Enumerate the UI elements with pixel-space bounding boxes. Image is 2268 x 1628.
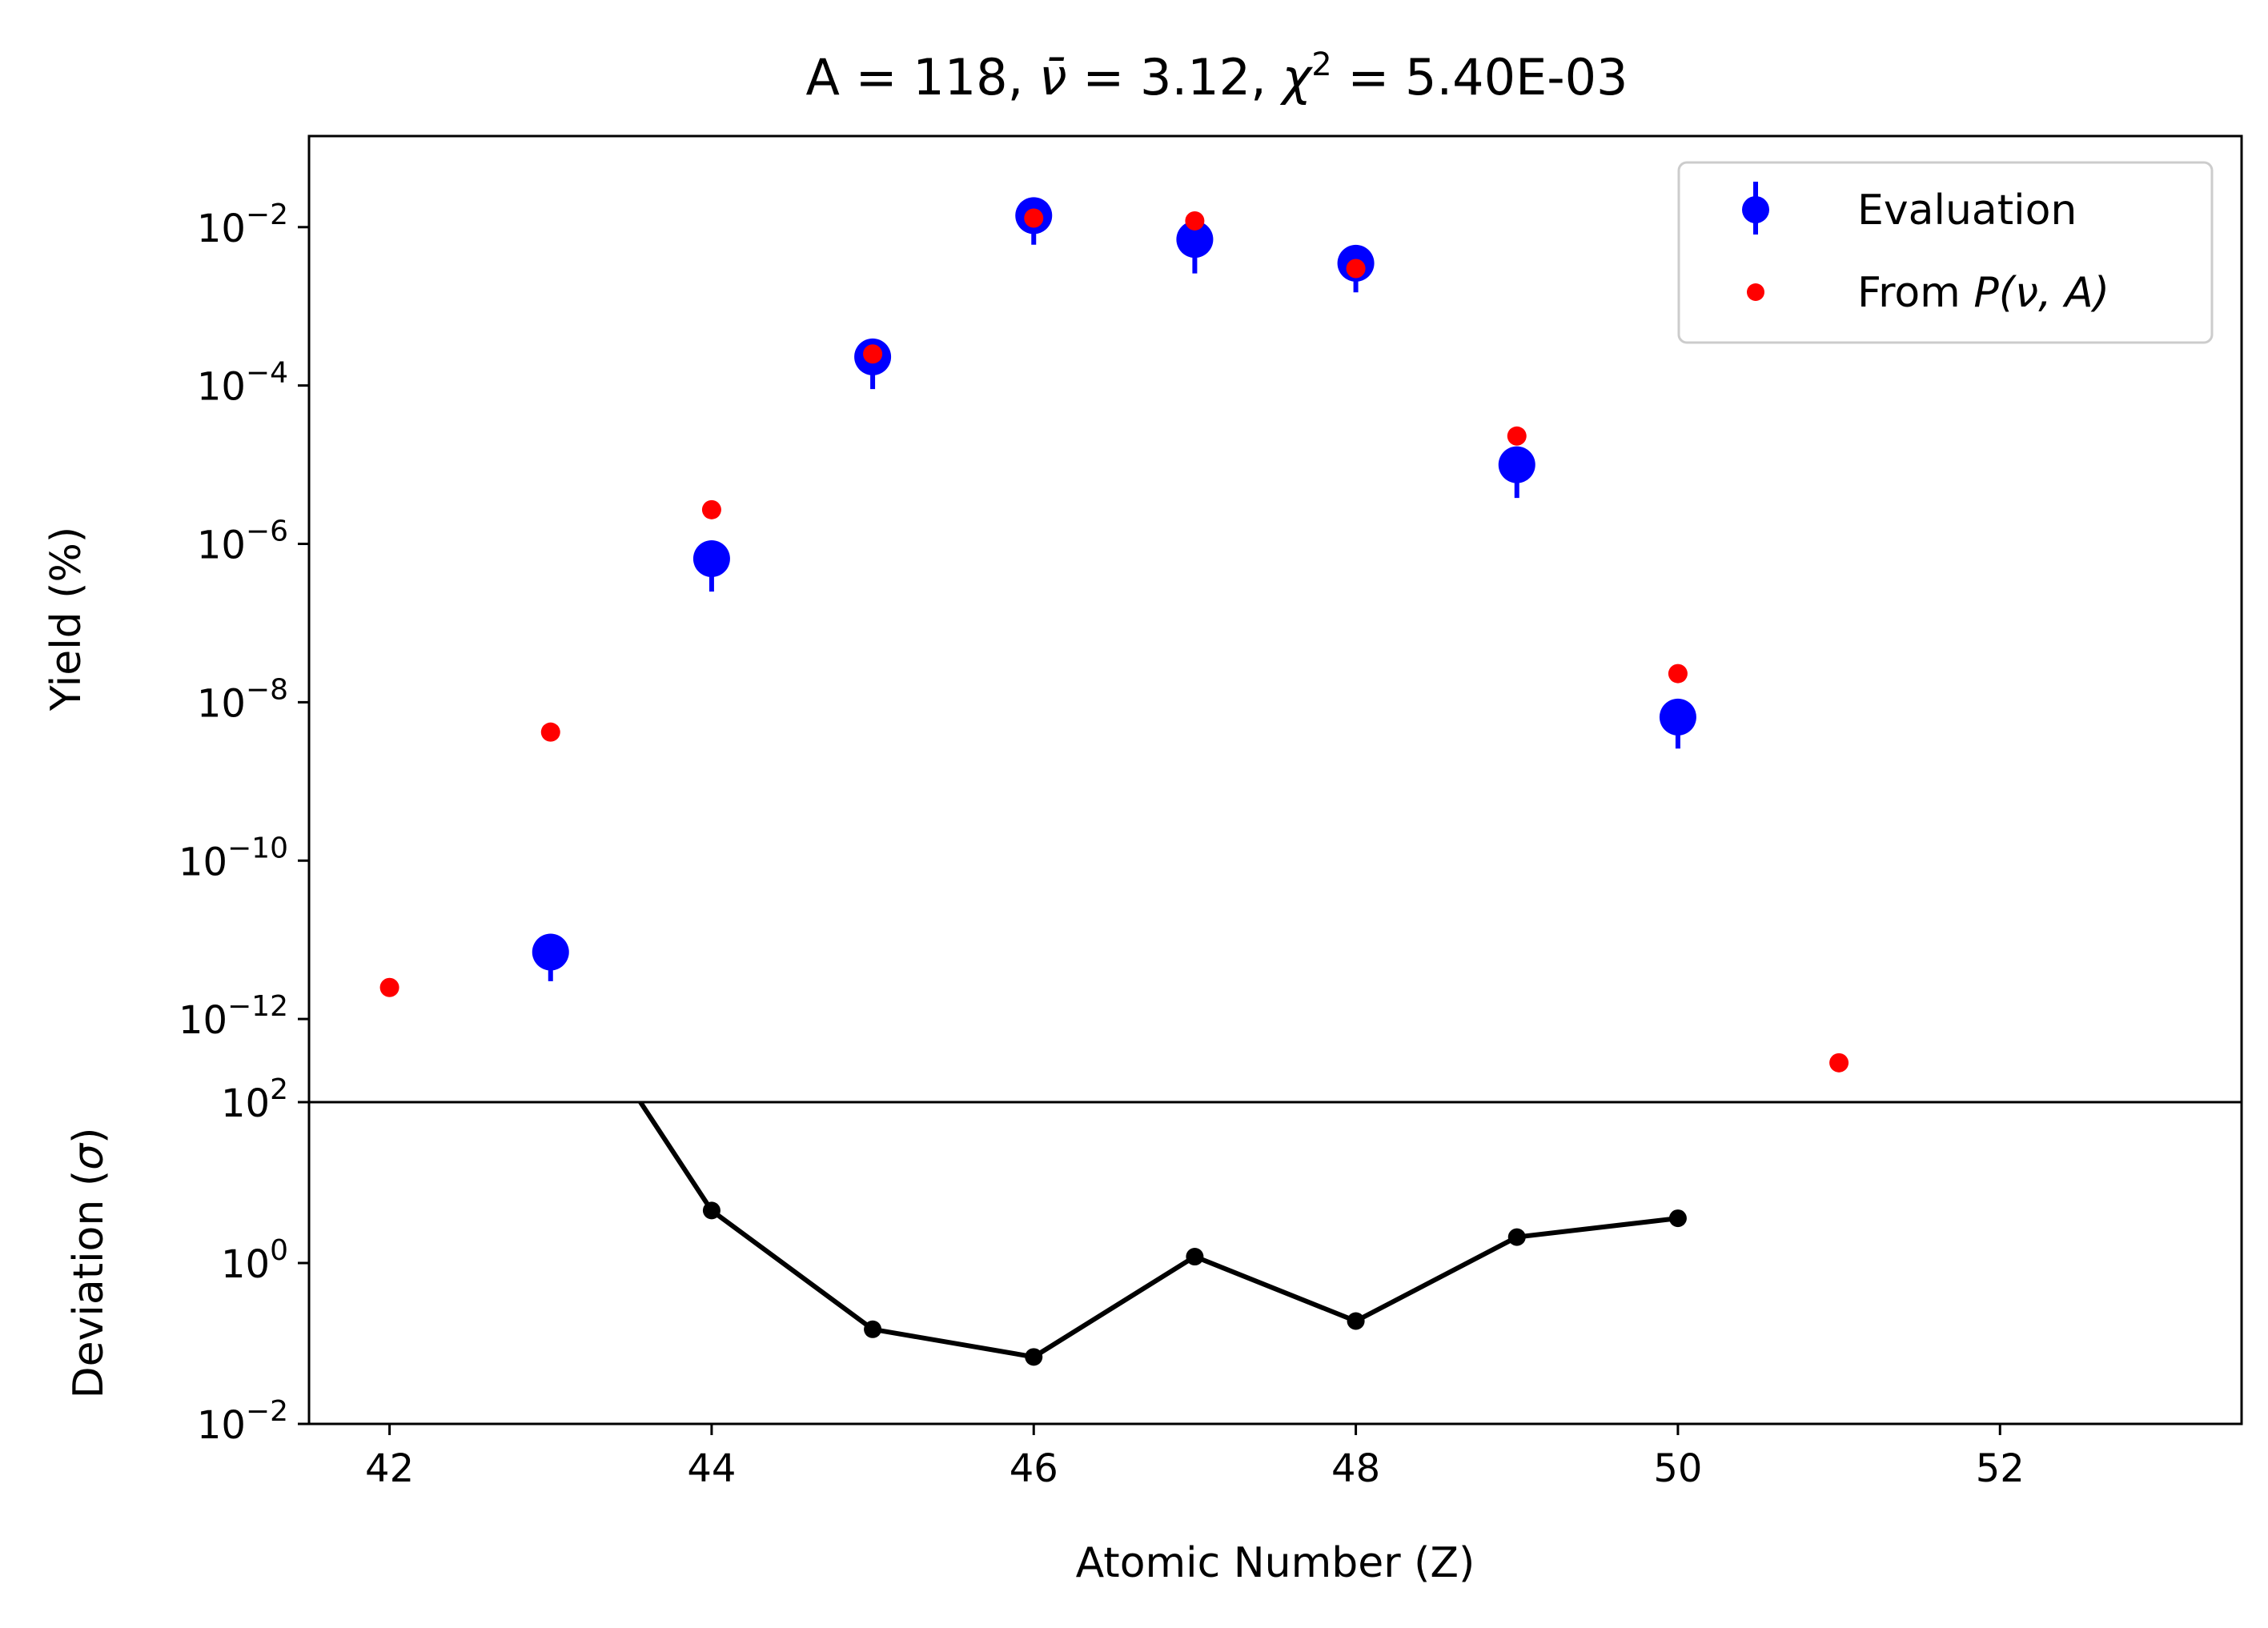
x-tick-label: 48 [1331, 1446, 1380, 1491]
deviation-point [864, 1320, 882, 1338]
evaluation-point [532, 933, 569, 971]
lower-y-tick-label: 10−2 [197, 1395, 288, 1448]
deviation-point [702, 1201, 721, 1220]
model-point [379, 977, 399, 997]
x-tick-label: 52 [1976, 1446, 2025, 1491]
deviation-point [1025, 1348, 1043, 1366]
upper-y-ticks: 10−12 10−10 10−8 10−6 10−4 10−2 [179, 198, 309, 1043]
evaluation-point [692, 540, 730, 578]
deviation-series [702, 1201, 1687, 1366]
legend-entry-model: From P(ν, A) [1747, 269, 2109, 317]
upper-y-tick-label: 10−8 [197, 673, 288, 726]
deviation-point [1347, 1312, 1365, 1330]
evaluation-point [1176, 221, 1214, 259]
x-tick-label: 42 [365, 1446, 414, 1491]
model-point [863, 344, 883, 364]
upper-y-tick-label: 10−12 [179, 990, 288, 1043]
lower-y-tick-label: 102 [221, 1073, 288, 1126]
evaluation-point [1659, 698, 1696, 736]
upper-y-tick-label: 10−6 [197, 515, 288, 568]
x-tick-label: 50 [1653, 1446, 1702, 1491]
x-ticks: 42 44 46 48 50 52 [365, 1424, 2025, 1491]
upper-y-axis-label: Yield (%) [42, 527, 90, 712]
chart-title: A = 118, ν̄ = 3.12, χ2 = 5.40E-03 [805, 46, 1628, 106]
model-point [1024, 208, 1044, 228]
legend-model-marker [1747, 283, 1764, 301]
legend-evaluation-marker [1742, 196, 1769, 223]
upper-y-tick-label: 10−2 [197, 198, 288, 251]
lower-y-ticks: 10−2 100 102 [197, 1073, 309, 1448]
legend-evaluation-label: Evaluation [1857, 186, 2077, 235]
upper-y-tick-label: 10−4 [197, 357, 288, 410]
legend-entry-evaluation: Evaluation [1742, 182, 2077, 235]
legend: Evaluation From P(ν, A) [1677, 161, 2214, 344]
model-point [1507, 426, 1527, 446]
deviation-point [1668, 1209, 1687, 1228]
deviation-line [637, 1102, 1679, 1360]
x-tick-label: 46 [1010, 1446, 1058, 1491]
lower-y-tick-label: 100 [221, 1234, 288, 1287]
model-point [1829, 1053, 1849, 1073]
x-tick-label: 44 [687, 1446, 736, 1491]
model-point [540, 722, 560, 742]
legend-model-label: From P(ν, A) [1857, 269, 2109, 317]
x-axis-label: Atomic Number (Z) [1076, 1539, 1475, 1587]
evaluation-point [1498, 446, 1535, 483]
deviation-point [1507, 1228, 1526, 1246]
deviation-point [1186, 1248, 1204, 1266]
upper-y-tick-label: 10−10 [179, 832, 288, 884]
model-point [1668, 664, 1688, 684]
model-point [1346, 259, 1366, 279]
lower-y-axis-label: Deviation (σ) [65, 1128, 113, 1399]
model-point [701, 499, 721, 519]
model-point [1185, 211, 1205, 231]
model-series [379, 208, 1849, 1073]
legend-box [1677, 161, 2214, 344]
